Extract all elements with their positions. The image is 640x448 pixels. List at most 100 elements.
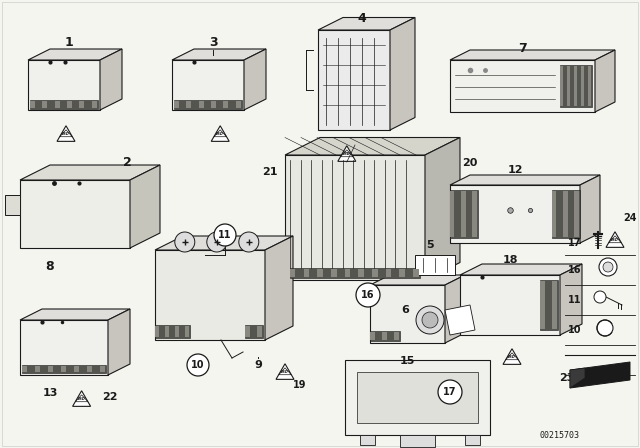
Text: 11: 11 <box>218 230 232 240</box>
Text: 23: 23 <box>559 373 575 383</box>
Text: 20: 20 <box>462 158 477 168</box>
Polygon shape <box>595 50 615 112</box>
Bar <box>370 332 375 340</box>
Bar <box>372 269 378 277</box>
Bar <box>30 100 98 109</box>
Bar <box>48 366 53 372</box>
Polygon shape <box>155 236 293 250</box>
Polygon shape <box>265 236 293 340</box>
Bar <box>574 66 577 106</box>
Polygon shape <box>370 285 445 343</box>
Bar <box>61 366 66 372</box>
Text: 00215703: 00215703 <box>540 431 580 440</box>
Bar <box>588 66 591 106</box>
Bar <box>304 269 309 277</box>
Bar <box>552 191 557 237</box>
Bar <box>370 331 400 341</box>
Polygon shape <box>318 30 390 130</box>
Polygon shape <box>155 250 265 340</box>
Polygon shape <box>445 305 475 335</box>
Bar <box>399 269 405 277</box>
Polygon shape <box>20 309 130 320</box>
Polygon shape <box>130 165 160 248</box>
Bar <box>394 332 399 340</box>
Bar <box>100 366 105 372</box>
Bar <box>74 366 79 372</box>
Polygon shape <box>57 126 75 142</box>
Polygon shape <box>580 175 600 243</box>
Polygon shape <box>425 138 460 280</box>
Polygon shape <box>285 155 425 280</box>
Bar <box>552 281 557 329</box>
Bar <box>290 269 296 277</box>
Bar <box>174 101 179 108</box>
Bar <box>382 332 387 340</box>
Bar <box>581 66 584 106</box>
Circle shape <box>594 291 606 303</box>
Text: ESD: ESD <box>611 238 619 242</box>
Text: 16: 16 <box>568 265 582 275</box>
Bar <box>472 191 477 237</box>
Polygon shape <box>20 180 130 248</box>
Polygon shape <box>460 264 582 275</box>
Bar <box>358 269 364 277</box>
Bar <box>465 435 480 445</box>
Polygon shape <box>445 275 465 343</box>
Bar <box>22 365 106 373</box>
Text: 10: 10 <box>568 325 582 335</box>
Bar <box>257 326 262 337</box>
Circle shape <box>187 354 209 376</box>
Polygon shape <box>357 372 478 423</box>
Polygon shape <box>606 232 624 247</box>
Text: 11: 11 <box>568 295 582 305</box>
Bar <box>400 435 435 447</box>
Bar <box>245 326 250 337</box>
Polygon shape <box>172 49 266 60</box>
Bar <box>185 326 189 337</box>
Bar <box>575 191 579 237</box>
Text: ESD: ESD <box>508 355 516 359</box>
Bar <box>30 101 35 108</box>
Bar <box>540 281 545 329</box>
Bar <box>42 101 47 108</box>
Polygon shape <box>211 126 229 142</box>
Text: 24: 24 <box>623 213 637 223</box>
Text: 10: 10 <box>191 360 205 370</box>
Polygon shape <box>172 60 244 110</box>
Bar <box>413 269 419 277</box>
Text: 19: 19 <box>293 380 307 390</box>
Text: 17: 17 <box>568 238 582 248</box>
Circle shape <box>239 232 259 252</box>
Bar <box>155 325 190 338</box>
Polygon shape <box>244 49 266 110</box>
Bar <box>560 65 592 107</box>
Polygon shape <box>460 275 560 335</box>
Polygon shape <box>450 185 580 243</box>
Bar <box>236 101 241 108</box>
Circle shape <box>599 258 617 276</box>
Bar <box>155 326 159 337</box>
Polygon shape <box>20 165 160 180</box>
Text: ESD: ESD <box>77 397 86 401</box>
Polygon shape <box>450 60 595 112</box>
Bar <box>345 269 350 277</box>
Bar <box>55 101 60 108</box>
Bar <box>175 326 179 337</box>
Circle shape <box>416 306 444 334</box>
Bar <box>79 101 84 108</box>
Bar <box>92 101 97 108</box>
Circle shape <box>597 320 613 336</box>
Bar <box>67 101 72 108</box>
Text: 8: 8 <box>45 259 54 272</box>
Bar <box>199 101 204 108</box>
Bar <box>450 190 478 238</box>
Polygon shape <box>318 17 415 30</box>
Text: ESD: ESD <box>216 132 224 136</box>
Polygon shape <box>5 195 20 215</box>
Polygon shape <box>415 255 455 275</box>
Circle shape <box>356 283 380 307</box>
Circle shape <box>214 224 236 246</box>
Text: 4: 4 <box>358 12 366 25</box>
Bar <box>386 269 391 277</box>
Text: 15: 15 <box>400 356 415 366</box>
